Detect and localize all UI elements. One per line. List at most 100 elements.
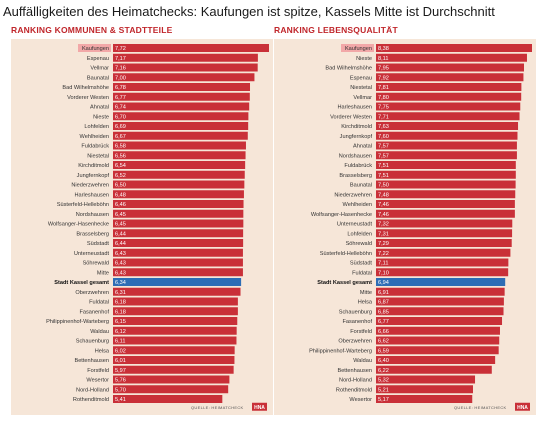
category-label: Jungfernkopf [340, 134, 373, 140]
bar [376, 141, 517, 150]
category-label: Harleshausen [74, 192, 109, 198]
category-label: Mitte [360, 290, 372, 296]
value-label: 7,29 [378, 241, 389, 247]
bar [376, 297, 504, 306]
bar [376, 131, 518, 140]
bar [376, 307, 504, 316]
bar [376, 112, 520, 121]
value-label: 7,57 [378, 144, 389, 150]
category-label-highlight [78, 44, 111, 52]
category-label: Wesertor [86, 378, 109, 384]
value-label: 7,95 [378, 66, 389, 72]
bar [113, 83, 251, 91]
value-label: 6,50 [115, 183, 126, 189]
category-label: Fuldatal [352, 270, 372, 276]
bar [376, 170, 516, 179]
category-label: Wehlheiden [343, 202, 372, 208]
value-label: 6,11 [115, 339, 125, 345]
bar [376, 83, 522, 91]
value-label: 6,69 [115, 124, 126, 130]
value-label: 6,59 [378, 348, 389, 354]
value-label: 7,75 [378, 105, 389, 111]
category-label: Forstfeld [87, 368, 109, 374]
value-label: 5,76 [115, 378, 126, 384]
bar [376, 239, 512, 247]
category-label: Jungfernkopf [77, 173, 110, 179]
category-label: Nieste [356, 56, 372, 62]
bar [113, 112, 249, 121]
category-label: Espenau [350, 75, 372, 81]
category-label: Niederzwehren [71, 183, 109, 189]
category-label: Vorderer Westen [67, 95, 109, 101]
category-label: Nord-Holland [339, 378, 372, 384]
category-label: Fuldabrück [344, 163, 372, 169]
category-label: Oberzwehren [338, 339, 372, 345]
value-label: 7,22 [378, 251, 389, 257]
category-label: Kirchditmold [78, 163, 109, 169]
bar [376, 44, 532, 52]
category-label: Stadt Kassel gesamt [317, 280, 372, 286]
source-label: QUELLE: HEIMATCHECK [454, 405, 507, 410]
bar [113, 92, 250, 101]
value-label: 7,60 [378, 134, 389, 140]
value-label: 7,11 [378, 261, 388, 267]
bar [113, 268, 243, 277]
chart-panel-kommunen: RANKING KOMMUNEN & STADTTEILE Kaufungen 7… [11, 22, 273, 418]
category-label: Bad Wilhelmshöhe [325, 66, 372, 72]
value-label: 7,80 [378, 95, 389, 101]
category-label: Südstadt [350, 261, 373, 267]
bar [113, 161, 246, 169]
bar [376, 365, 492, 374]
category-label: Bettenhausen [337, 368, 372, 374]
chart-area: Kaufungen 8,38 Nieste 8,11 Bad Wilhelmshöhe 7… [274, 39, 536, 415]
category-label: Schauenburg [339, 309, 372, 315]
bar [376, 258, 509, 267]
bar [376, 200, 515, 208]
value-label: 7,50 [378, 183, 389, 189]
bar [113, 63, 258, 72]
bar [113, 356, 235, 364]
category-label: Söhrewald [346, 241, 372, 247]
value-label: 8,38 [378, 46, 389, 52]
value-label: 5,70 [115, 387, 126, 393]
category-label: Kaufungen [345, 46, 372, 52]
category-label: Brasselsberg [339, 173, 372, 179]
category-label: Rothenditmold [336, 387, 372, 393]
category-label: Waldau [90, 329, 109, 335]
category-label: Fuldatal [89, 300, 109, 306]
value-label: 6,52 [115, 173, 126, 179]
category-label: Niestetal [350, 85, 372, 91]
category-label: Helsa [358, 300, 373, 306]
category-label: Oberzwehren [75, 290, 109, 296]
bar [376, 53, 527, 62]
value-label: 6,40 [378, 358, 389, 364]
value-label: 6,18 [115, 300, 126, 306]
bar [376, 229, 513, 238]
value-label: 7,92 [378, 75, 389, 81]
category-label: Bettenhausen [74, 358, 109, 364]
source-label: QUELLE: HEIMATCHECK [191, 405, 244, 410]
value-label: 6,85 [378, 309, 389, 315]
bar [113, 141, 246, 150]
hna-logo-text: HNA [254, 405, 265, 411]
bar [376, 375, 476, 384]
bar [113, 170, 245, 179]
value-label: 6,77 [115, 95, 126, 101]
bar [113, 229, 244, 238]
value-label: 5,32 [378, 378, 389, 384]
value-label: 6,31 [115, 290, 126, 296]
value-label: 5,41 [115, 397, 126, 403]
category-label: Forstfeld [350, 329, 372, 335]
category-label: Bad Wilhelmshöhe [62, 85, 109, 91]
value-label: 6,74 [115, 105, 126, 111]
value-label: 7,51 [378, 173, 389, 179]
value-label: 7,17 [115, 56, 126, 62]
category-label: Mitte [97, 270, 109, 276]
bar [113, 346, 235, 355]
value-label: 6,44 [115, 241, 126, 247]
value-label: 6,77 [378, 319, 389, 325]
bar [376, 209, 515, 218]
category-label: Philippinenhof-Warteberg [46, 319, 109, 325]
hna-logo [515, 402, 530, 411]
bar [376, 190, 516, 199]
